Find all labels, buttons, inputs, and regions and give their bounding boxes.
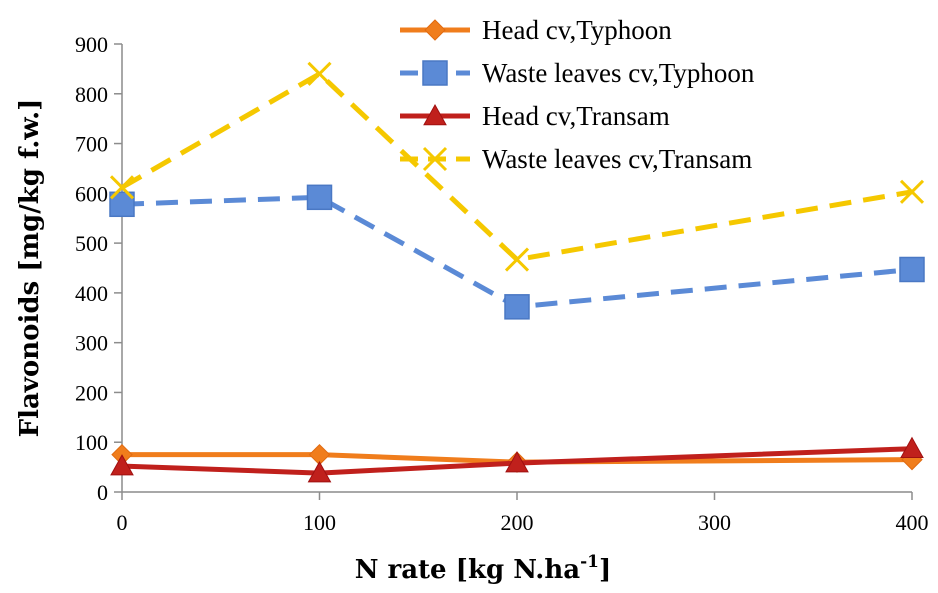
- legend-marker: [424, 19, 446, 41]
- series-line: [122, 452, 913, 465]
- y-tick-label: 900: [75, 32, 108, 57]
- x-tick-label: 0: [117, 510, 128, 535]
- series-line: [121, 446, 913, 476]
- y-tick-label: 200: [75, 380, 108, 405]
- y-tick-label: 100: [75, 430, 108, 455]
- series-waste-leaves-cv-typhoon: [109, 184, 925, 320]
- data-point-marker: [307, 461, 332, 483]
- x-axis-title-main: N rate [kg N.ha: [355, 555, 581, 585]
- legend-label: Head cv,Transam: [482, 101, 670, 131]
- legend-marker: [422, 146, 448, 172]
- y-tick-label: 400: [75, 281, 108, 306]
- legend: Head cv,Typhoon Waste leaves cv,Typhoon He…: [400, 15, 755, 174]
- data-point-marker: [110, 454, 134, 476]
- y-tick-label: 0: [97, 480, 108, 505]
- y-tick-label: 300: [75, 331, 108, 356]
- data-point-marker: [504, 294, 530, 320]
- y-tick-label: 500: [75, 231, 108, 256]
- legend-marker: [422, 60, 448, 86]
- series-head-cv-transam: [110, 436, 924, 483]
- data-point-marker: [504, 247, 530, 272]
- x-axis-title: N rate [kg N.ha-1]: [355, 552, 612, 585]
- x-tick-label: 300: [698, 510, 731, 535]
- y-tick-label: 700: [75, 132, 108, 157]
- x-tick-label: 100: [303, 510, 336, 535]
- series-waste-leaves-cv-transam: [109, 61, 925, 272]
- legend-label: Head cv,Typhoon: [482, 15, 672, 45]
- y-tick-label: 800: [75, 82, 108, 107]
- ticks: 0 100 200 300 400 500 600 700 800 900 0 100 200 300 40…: [75, 32, 929, 535]
- data-point-marker: [307, 61, 332, 86]
- series-head-cv-typhoon: [111, 443, 923, 473]
- series-line: [120, 71, 913, 263]
- data-point-marker: [109, 175, 135, 200]
- data-point-marker: [900, 436, 924, 458]
- legend-label: Waste leaves cv,Transam: [482, 144, 752, 174]
- x-axis-title-end: ]: [599, 555, 611, 585]
- x-tick-label: 200: [501, 510, 534, 535]
- y-tick-label: 600: [75, 181, 108, 206]
- data-point-marker: [899, 179, 925, 204]
- x-axis-title-superscript: -1: [580, 552, 599, 572]
- series-line: [121, 194, 913, 310]
- legend-label: Waste leaves cv,Typhoon: [482, 58, 755, 88]
- legend-marker: [423, 103, 447, 126]
- series-group: [109, 61, 925, 483]
- data-point-marker: [306, 184, 333, 211]
- y-axis-title: Flavonoids [mg/kg f.w.]: [15, 99, 45, 438]
- data-point-marker: [505, 451, 529, 473]
- data-point-marker: [899, 256, 925, 283]
- x-tick-label: 400: [896, 510, 929, 535]
